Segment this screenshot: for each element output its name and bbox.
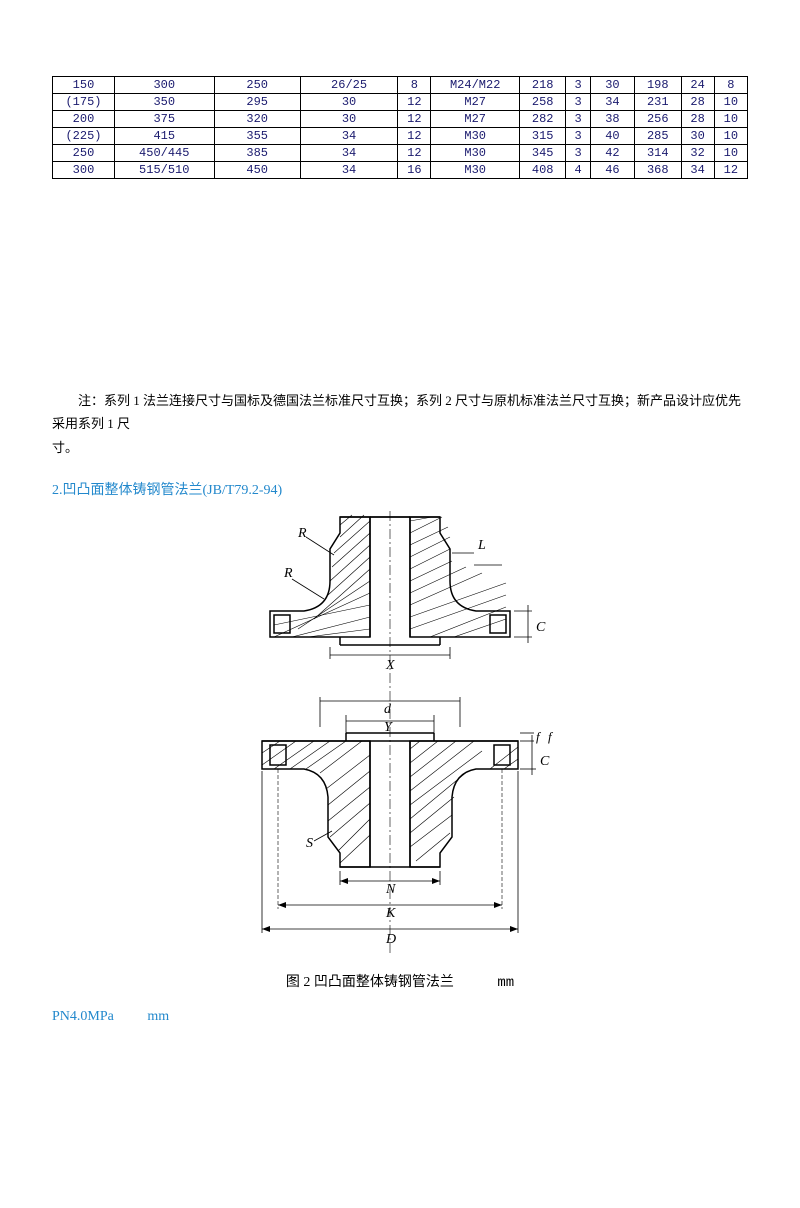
note-text: 注：系列 1 法兰连接尺寸与国标及德国法兰标准尺寸互换；系列 2 尺寸与原机标准… bbox=[52, 393, 741, 431]
table-cell: 28 bbox=[681, 94, 714, 111]
table-cell: 34 bbox=[300, 128, 397, 145]
table-cell: 314 bbox=[635, 145, 681, 162]
svg-text:f: f bbox=[548, 729, 554, 744]
svg-text:d: d bbox=[384, 702, 392, 717]
footnote: 注：系列 1 法兰连接尺寸与国标及德国法兰标准尺寸互换；系列 2 尺寸与原机标准… bbox=[52, 389, 748, 436]
table-cell: 256 bbox=[635, 111, 681, 128]
table-cell: 3 bbox=[566, 111, 590, 128]
svg-text:N: N bbox=[385, 882, 396, 897]
table-cell: (175) bbox=[53, 94, 115, 111]
table-cell: 28 bbox=[681, 111, 714, 128]
table-cell: 258 bbox=[519, 94, 565, 111]
table-cell: M27 bbox=[431, 111, 520, 128]
table-cell: 12 bbox=[398, 145, 431, 162]
table-cell: 38 bbox=[590, 111, 634, 128]
table-cell: 4 bbox=[566, 162, 590, 179]
technical-diagram: R R L C X bbox=[220, 507, 580, 967]
table-cell: M30 bbox=[431, 145, 520, 162]
table-cell: 218 bbox=[519, 77, 565, 94]
table-cell: 42 bbox=[590, 145, 634, 162]
svg-text:D: D bbox=[385, 932, 396, 947]
table-cell: M30 bbox=[431, 128, 520, 145]
table-row: 15030025026/258M24/M22218330198248 bbox=[53, 77, 748, 94]
table-cell: 300 bbox=[53, 162, 115, 179]
table-row: (225)4153553412M303153402853010 bbox=[53, 128, 748, 145]
table-cell: 200 bbox=[53, 111, 115, 128]
table-cell: 350 bbox=[114, 94, 214, 111]
table-cell: 10 bbox=[714, 145, 747, 162]
table-cell: 375 bbox=[114, 111, 214, 128]
table-row: 300515/5104503416M304084463683412 bbox=[53, 162, 748, 179]
table-cell: M24/M22 bbox=[431, 77, 520, 94]
table-cell: 40 bbox=[590, 128, 634, 145]
table-cell: 34 bbox=[300, 145, 397, 162]
table-cell: 30 bbox=[590, 77, 634, 94]
table-cell: 12 bbox=[398, 94, 431, 111]
table-cell: 282 bbox=[519, 111, 565, 128]
table-cell: 3 bbox=[566, 94, 590, 111]
table-cell: 320 bbox=[214, 111, 300, 128]
table-cell: 10 bbox=[714, 128, 747, 145]
table-cell: 3 bbox=[566, 77, 590, 94]
table-cell: 450 bbox=[214, 162, 300, 179]
table-row: 2003753203012M272823382562810 bbox=[53, 111, 748, 128]
table-cell: 408 bbox=[519, 162, 565, 179]
table-cell: 8 bbox=[714, 77, 747, 94]
table-cell: 315 bbox=[519, 128, 565, 145]
table-cell: 24 bbox=[681, 77, 714, 94]
table-row: (175)3502953012M272583342312810 bbox=[53, 94, 748, 111]
table-cell: 12 bbox=[398, 111, 431, 128]
table-row: 250450/4453853412M303453423143210 bbox=[53, 145, 748, 162]
table-cell: 12 bbox=[398, 128, 431, 145]
table-cell: M27 bbox=[431, 94, 520, 111]
table-cell: 355 bbox=[214, 128, 300, 145]
table-cell: 46 bbox=[590, 162, 634, 179]
table-cell: 150 bbox=[53, 77, 115, 94]
svg-text:C: C bbox=[540, 754, 550, 769]
figure-caption: 图 2 凹凸面整体铸钢管法兰 mm bbox=[52, 971, 748, 991]
table-cell: 16 bbox=[398, 162, 431, 179]
svg-text:K: K bbox=[385, 906, 396, 921]
table-cell: 250 bbox=[214, 77, 300, 94]
table-cell: 8 bbox=[398, 77, 431, 94]
svg-text:R: R bbox=[297, 526, 307, 541]
table-cell: 34 bbox=[681, 162, 714, 179]
table-cell: 368 bbox=[635, 162, 681, 179]
table-cell: 30 bbox=[300, 94, 397, 111]
table-cell: 385 bbox=[214, 145, 300, 162]
table-cell: 345 bbox=[519, 145, 565, 162]
table-cell: 415 bbox=[114, 128, 214, 145]
section-title: 2.凹凸面整体铸钢管法兰(JB/T79.2-94) bbox=[52, 479, 748, 499]
table-cell: 34 bbox=[300, 162, 397, 179]
svg-text:C: C bbox=[536, 620, 546, 635]
table-cell: 515/510 bbox=[114, 162, 214, 179]
svg-text:S: S bbox=[306, 836, 313, 851]
table-cell: 34 bbox=[590, 94, 634, 111]
table-cell: 450/445 bbox=[114, 145, 214, 162]
flange-dimensions-table: 15030025026/258M24/M22218330198248(175)3… bbox=[52, 76, 748, 179]
table-cell: 26/25 bbox=[300, 77, 397, 94]
svg-text:f: f bbox=[536, 729, 542, 744]
table-cell: 32 bbox=[681, 145, 714, 162]
table-cell: 12 bbox=[714, 162, 747, 179]
svg-text:R: R bbox=[283, 566, 293, 581]
table-cell: 300 bbox=[114, 77, 214, 94]
spec-line: PN4.0MPa mm bbox=[52, 1009, 748, 1025]
table-cell: 285 bbox=[635, 128, 681, 145]
table-cell: 10 bbox=[714, 111, 747, 128]
note-line2: 寸。 bbox=[52, 436, 748, 459]
table-cell: 30 bbox=[300, 111, 397, 128]
table-cell: 231 bbox=[635, 94, 681, 111]
table-cell: 30 bbox=[681, 128, 714, 145]
table-cell: 198 bbox=[635, 77, 681, 94]
table-cell: 295 bbox=[214, 94, 300, 111]
table-cell: (225) bbox=[53, 128, 115, 145]
svg-text:L: L bbox=[477, 538, 486, 553]
table-cell: 250 bbox=[53, 145, 115, 162]
table-cell: 3 bbox=[566, 128, 590, 145]
table-cell: 3 bbox=[566, 145, 590, 162]
table-cell: M30 bbox=[431, 162, 520, 179]
table-cell: 10 bbox=[714, 94, 747, 111]
